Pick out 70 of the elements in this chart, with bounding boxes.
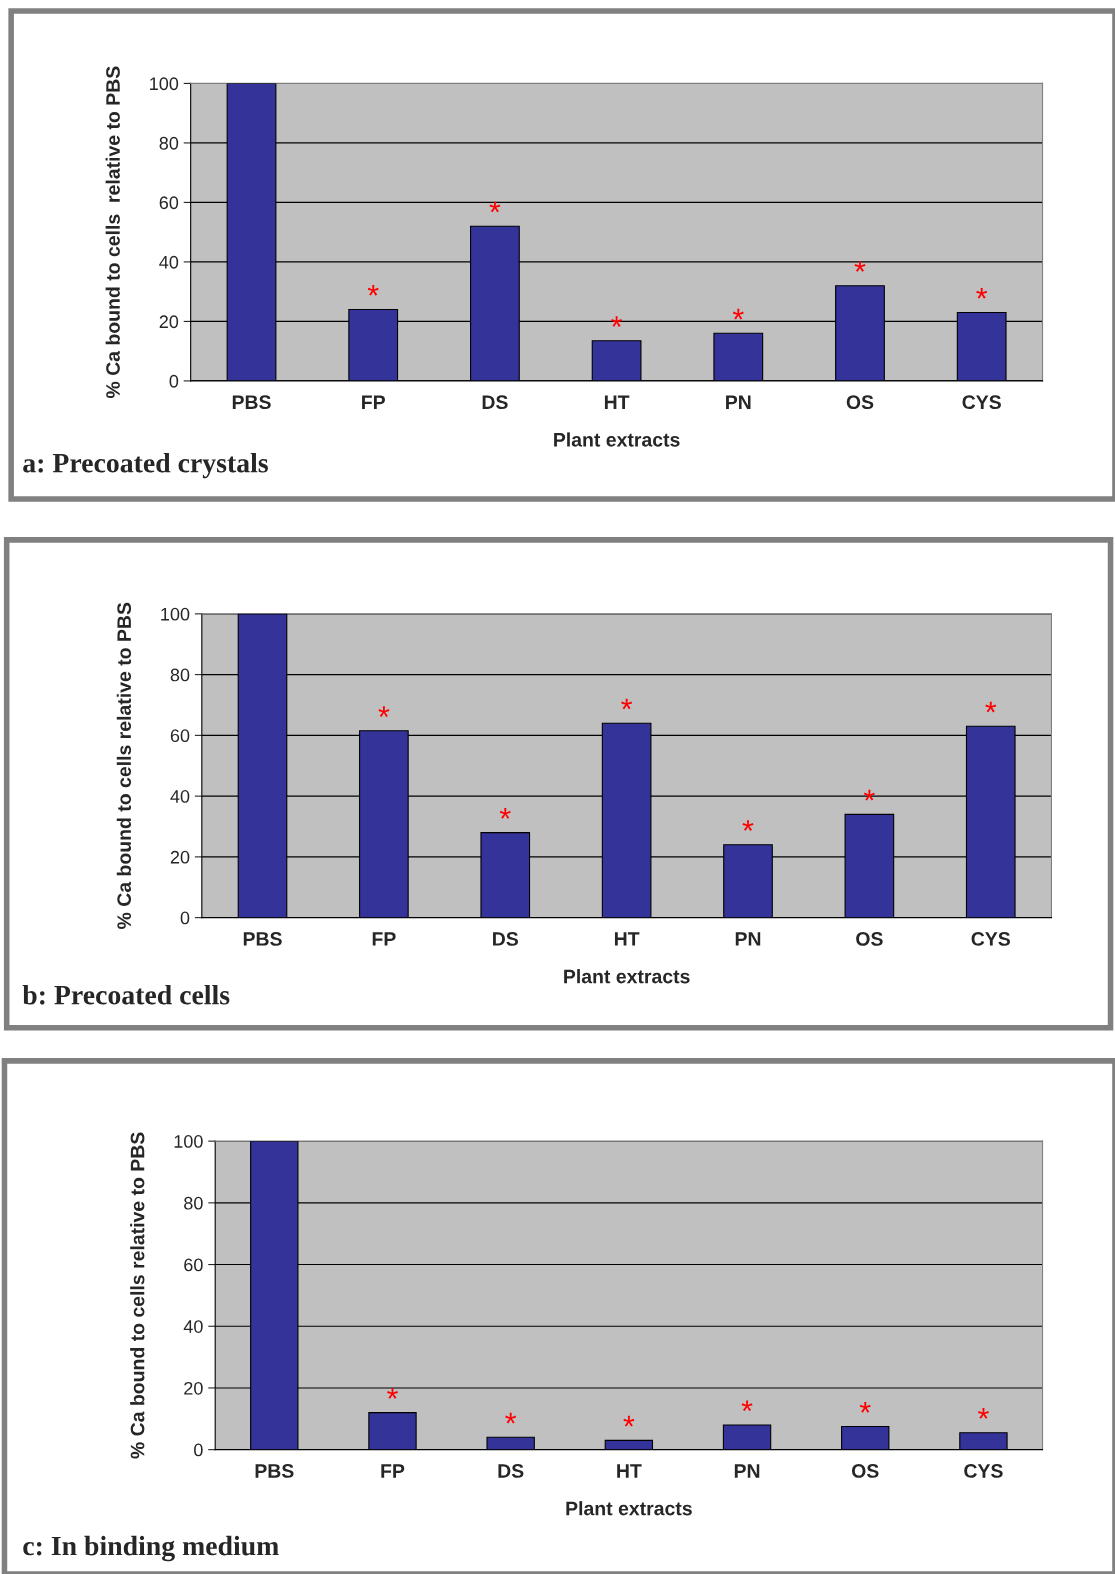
x-tick-label: CYS xyxy=(962,395,1001,410)
y-tick-label: 60 xyxy=(170,729,190,743)
x-tick-label: PBS xyxy=(232,395,271,410)
y-tick-label: 0 xyxy=(169,374,179,388)
x-tick-label: FP xyxy=(372,932,396,946)
annotation: * xyxy=(489,201,501,213)
y-tick-label: 80 xyxy=(170,668,190,682)
y-tick-label: 20 xyxy=(170,850,190,864)
annotation: * xyxy=(505,1412,517,1424)
y-tick-label: 60 xyxy=(184,1258,203,1272)
x-tick-label: DS xyxy=(493,932,518,946)
x-tick-label: DS xyxy=(482,395,508,410)
annotation: * xyxy=(742,820,754,831)
annotation: * xyxy=(976,287,988,299)
y-axis-title: % Ca bound to cells relative to PBS xyxy=(130,1132,145,1459)
x-tick-label: PBS xyxy=(255,1464,294,1478)
x-tick-label: FP xyxy=(381,1464,405,1478)
annotation: * xyxy=(621,698,633,710)
y-tick-label: 20 xyxy=(184,1381,203,1395)
annotation: * xyxy=(859,1401,871,1413)
annotation: * xyxy=(623,1415,635,1427)
x-axis-title: Plant extracts xyxy=(554,432,680,447)
bar xyxy=(959,1432,1008,1450)
x-tick-label: CYS xyxy=(964,1464,1003,1478)
y-tick-label: 0 xyxy=(180,911,190,925)
y-tick-label: 100 xyxy=(150,77,179,91)
y-tick-label: 0 xyxy=(194,1443,203,1457)
annotation: * xyxy=(985,701,997,713)
text: c: In binding medium xyxy=(23,1535,279,1562)
text: a: Precoated crystals xyxy=(23,452,268,479)
annotation: * xyxy=(732,308,744,320)
y-tick-label: 80 xyxy=(184,1196,203,1210)
annotation: * xyxy=(378,706,390,717)
y-tick-label: 20 xyxy=(159,315,179,329)
x-axis-title: Plant extracts xyxy=(564,969,690,984)
annotation: * xyxy=(977,1408,989,1419)
text: b: Precoated cells xyxy=(22,984,230,1005)
y-tick-label: 100 xyxy=(161,607,190,621)
annotation: * xyxy=(499,808,511,819)
x-tick-label: HT xyxy=(617,1464,642,1478)
bar xyxy=(604,1439,654,1450)
bar xyxy=(368,1412,417,1450)
annotation: * xyxy=(387,1388,398,1399)
x-tick-label: OS xyxy=(846,395,874,410)
x-tick-label: OS xyxy=(856,932,883,946)
x-tick-label: HT xyxy=(614,932,640,946)
x-tick-label: PBS xyxy=(243,932,282,946)
x-tick-label: HT xyxy=(604,395,630,409)
y-tick-label: 100 xyxy=(174,1135,203,1148)
x-tick-label: DS xyxy=(498,1464,524,1478)
annotation: * xyxy=(741,1400,753,1412)
annotation: * xyxy=(367,284,379,296)
y-tick-label: 60 xyxy=(159,196,179,210)
bar xyxy=(841,1425,890,1450)
x-axis-title: Plant extracts xyxy=(566,1501,692,1516)
x-tick-label: CYS xyxy=(971,932,1010,946)
y-axis-title: % Ca bound to cells relative to PBS xyxy=(116,602,132,929)
y-tick-label: 40 xyxy=(159,255,179,269)
y-axis-title: % Ca bound to cells relative to PBS xyxy=(105,66,120,399)
x-tick-label: PN xyxy=(726,395,751,409)
y-tick-label: 80 xyxy=(159,136,179,150)
x-tick-label: PN xyxy=(735,932,761,946)
y-tick-label: 40 xyxy=(170,790,190,803)
annotation: * xyxy=(854,261,866,272)
x-tick-label: FP xyxy=(362,395,385,409)
bar xyxy=(722,1424,772,1450)
bar xyxy=(486,1436,535,1450)
y-tick-label: 40 xyxy=(183,1320,203,1333)
x-tick-label: PN xyxy=(734,1464,760,1478)
x-tick-label: OS xyxy=(851,1464,879,1478)
